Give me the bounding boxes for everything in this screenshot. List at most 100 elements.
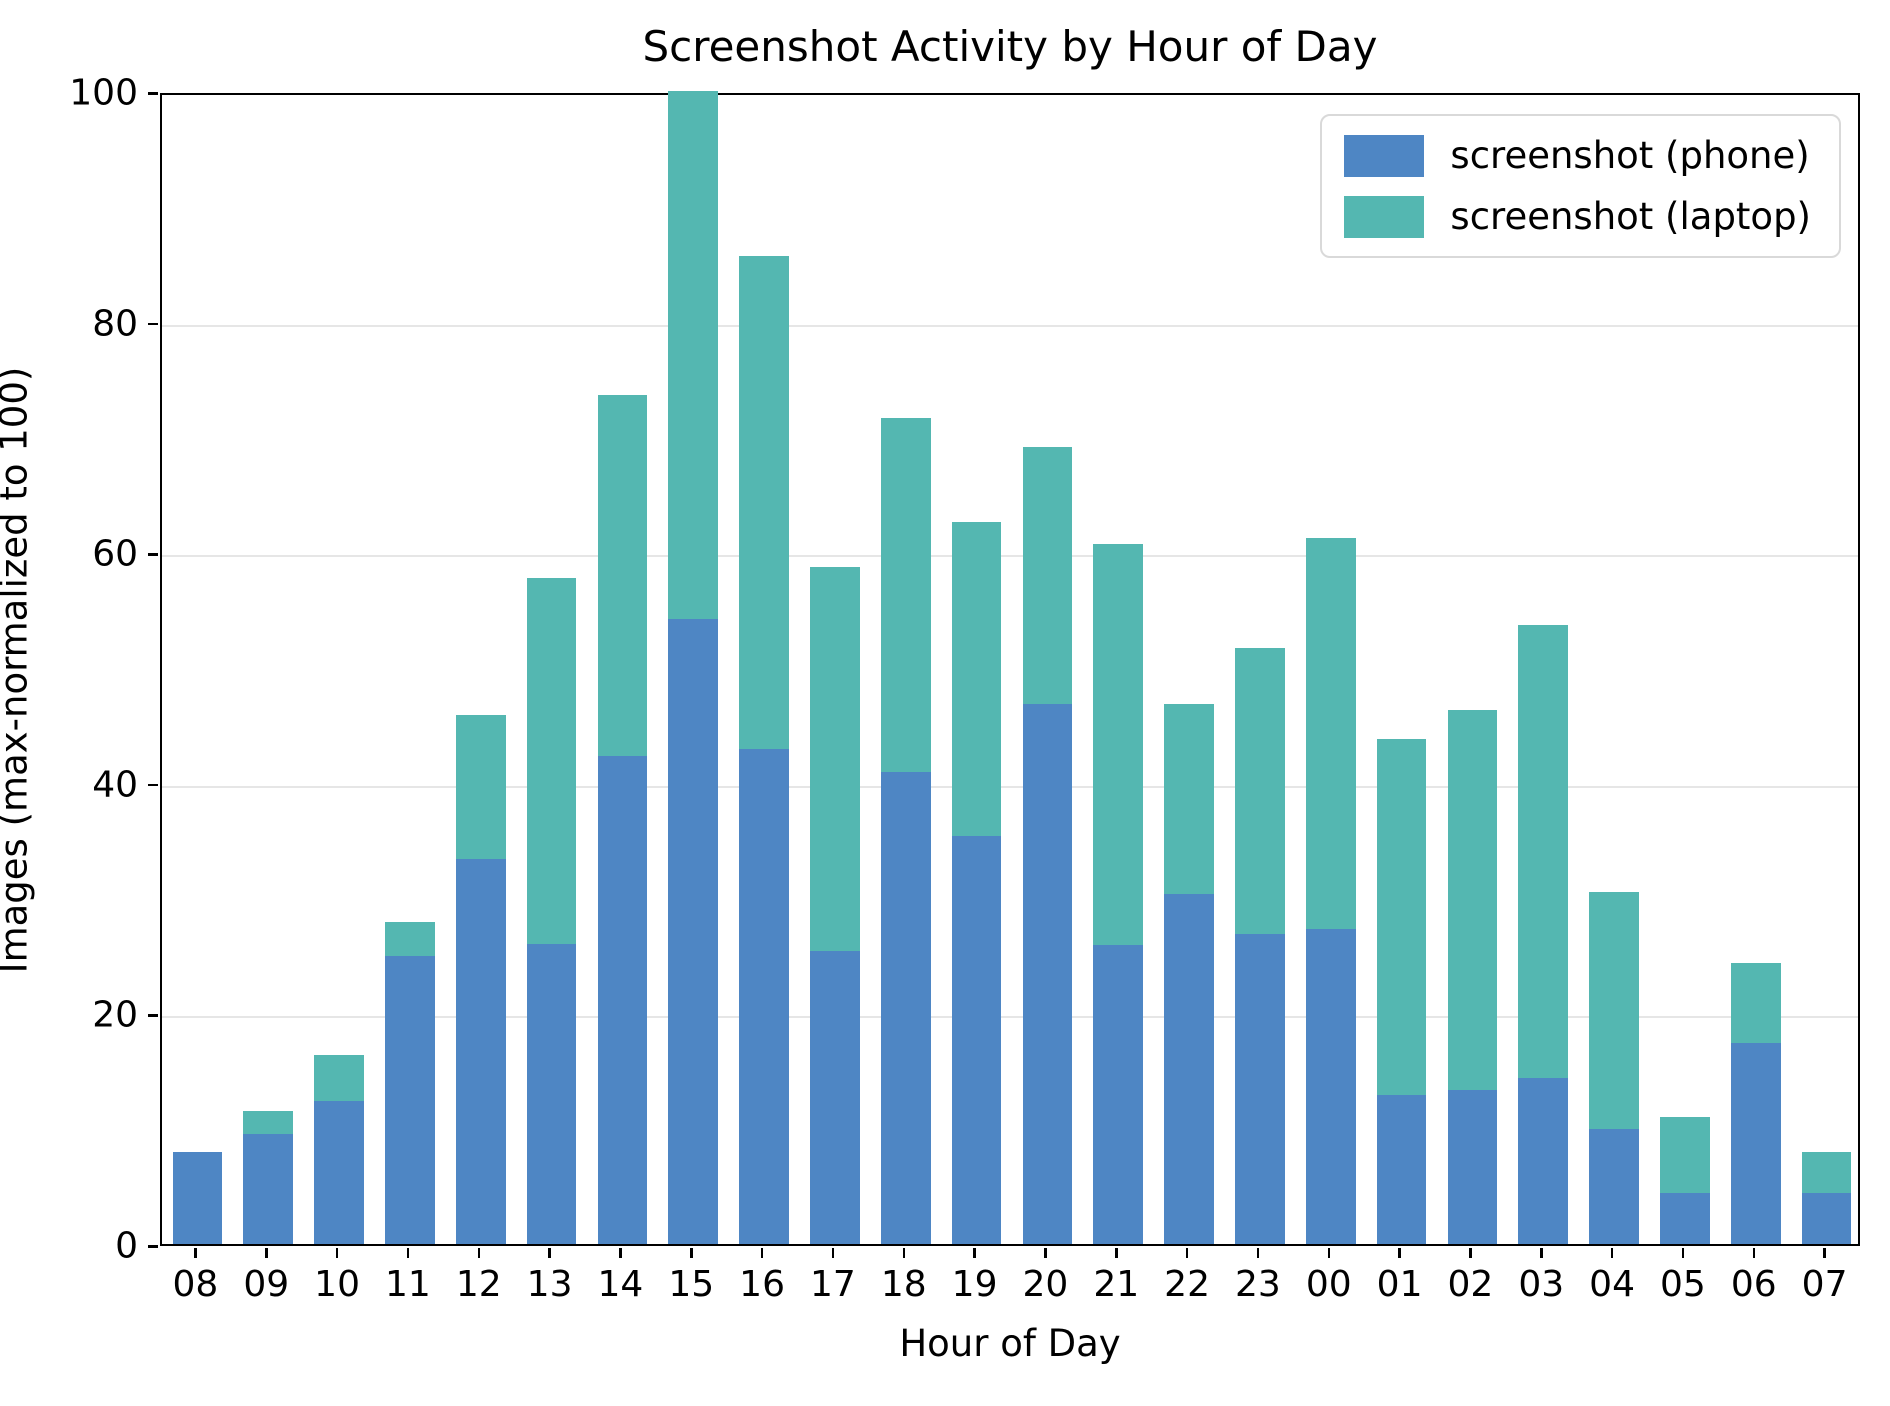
bar-16-segment-laptop	[739, 255, 789, 750]
ytick-label-20: 20	[92, 994, 138, 1036]
xtick-label-19: 19	[951, 1264, 998, 1305]
bar-03-segment-laptop	[1518, 624, 1569, 1078]
bar-17	[810, 91, 860, 1244]
xtick-label-14: 14	[597, 1264, 644, 1305]
xtick-label-11: 11	[385, 1264, 431, 1305]
bar-13-segment-laptop	[526, 577, 577, 945]
bar-07-segment-phone	[1801, 1193, 1852, 1244]
bar-06	[1730, 91, 1781, 1244]
bar-23	[1235, 91, 1285, 1244]
bar-16-segment-phone	[739, 749, 789, 1244]
xtick-mark-13	[548, 1248, 551, 1258]
xtick-label-04: 04	[1589, 1264, 1635, 1305]
bar-19-segment-phone	[951, 835, 1002, 1244]
bar-07	[1801, 91, 1852, 1244]
bar-08-segment-phone	[172, 1151, 223, 1244]
bar-00	[1305, 91, 1356, 1244]
xtick-mark-16	[760, 1248, 764, 1258]
bar-10-segment-laptop	[314, 1054, 364, 1102]
bar-23-segment-laptop	[1235, 647, 1285, 934]
gridline-y40	[162, 785, 1858, 788]
bar-18-segment-phone	[880, 772, 931, 1244]
xtick-mark-05	[1681, 1248, 1685, 1258]
bar-13-segment-phone	[526, 944, 577, 1244]
bar-06-segment-laptop	[1730, 962, 1781, 1044]
xtick-mark-00	[1327, 1248, 1330, 1258]
legend-row-phone: screenshot (phone)	[1344, 134, 1811, 177]
ytick-mark-80	[148, 322, 158, 326]
bar-20-segment-laptop	[1022, 447, 1073, 705]
xtick-label-22: 22	[1164, 1264, 1210, 1305]
xtick-mark-08	[194, 1248, 197, 1258]
bar-00-segment-laptop	[1305, 538, 1356, 930]
ytick-mark-20	[148, 1014, 158, 1017]
xtick-label-15: 15	[668, 1264, 715, 1305]
xtick-label-09: 09	[243, 1264, 290, 1305]
bar-11-segment-phone	[385, 955, 435, 1244]
xtick-label-16: 16	[739, 1264, 785, 1305]
bar-14	[597, 91, 648, 1244]
plot-area: screenshot (phone) screenshot (laptop)	[160, 91, 1860, 1246]
bar-13	[526, 91, 577, 1244]
gridline-y20	[162, 1016, 1858, 1019]
gridline-y60	[162, 555, 1858, 558]
xtick-label-05: 05	[1660, 1264, 1706, 1305]
bar-03	[1518, 91, 1569, 1244]
bar-23-segment-phone	[1235, 933, 1285, 1244]
ytick-label-0: 0	[115, 1225, 138, 1267]
xtick-label-20: 20	[1022, 1264, 1069, 1305]
bar-18-segment-laptop	[880, 418, 931, 773]
bar-17-segment-laptop	[810, 567, 860, 952]
bar-21-segment-laptop	[1093, 544, 1144, 946]
bar-09-segment-laptop	[243, 1111, 294, 1135]
bar-16	[739, 91, 789, 1244]
xtick-label-00: 00	[1305, 1264, 1352, 1305]
bar-03-segment-phone	[1518, 1077, 1569, 1244]
bar-05-segment-phone	[1660, 1193, 1710, 1244]
xtick-label-06: 06	[1730, 1264, 1777, 1305]
bar-08	[172, 91, 223, 1244]
ytick-label-80: 80	[92, 303, 138, 345]
bar-14-segment-phone	[597, 756, 648, 1244]
legend: screenshot (phone) screenshot (laptop)	[1320, 114, 1841, 258]
bar-04	[1589, 91, 1639, 1244]
ytick-label-40: 40	[92, 764, 138, 806]
bar-02-segment-laptop	[1447, 710, 1498, 1090]
bar-15-segment-laptop	[668, 91, 719, 620]
legend-label-laptop: screenshot (laptop)	[1450, 195, 1811, 238]
bar-05-segment-laptop	[1660, 1117, 1710, 1194]
xtick-mark-06	[1752, 1248, 1755, 1258]
ytick-mark-0	[148, 1245, 158, 1248]
bar-01-segment-phone	[1376, 1095, 1427, 1244]
xtick-label-07: 07	[1801, 1264, 1848, 1305]
xtick-label-12: 12	[455, 1264, 502, 1305]
bar-20	[1022, 91, 1073, 1244]
bar-10	[314, 91, 364, 1244]
xtick-label-21: 21	[1093, 1264, 1140, 1305]
bar-04-segment-phone	[1589, 1128, 1639, 1244]
bar-01	[1376, 91, 1427, 1244]
xtick-mark-01	[1398, 1248, 1401, 1258]
y-axis-label: Images (max-normalized to 100)	[0, 366, 36, 974]
legend-label-phone: screenshot (phone)	[1450, 134, 1810, 177]
xtick-label-01: 01	[1376, 1264, 1423, 1305]
bar-19-segment-laptop	[951, 522, 1002, 836]
legend-swatch-phone	[1344, 134, 1425, 177]
xtick-mark-19	[973, 1248, 976, 1258]
xtick-label-02: 02	[1447, 1264, 1494, 1305]
bar-20-segment-phone	[1022, 704, 1073, 1244]
bar-21	[1093, 91, 1144, 1244]
bar-12-segment-laptop	[455, 714, 506, 859]
bar-06-segment-phone	[1730, 1043, 1781, 1244]
xtick-label-23: 23	[1235, 1264, 1281, 1305]
xtick-label-17: 17	[810, 1264, 856, 1305]
bar-09-segment-phone	[243, 1134, 294, 1244]
bar-11	[385, 91, 435, 1244]
xtick-mark-21	[1115, 1248, 1118, 1258]
legend-swatch-laptop	[1344, 195, 1425, 238]
ytick-mark-40	[148, 783, 158, 787]
bar-02	[1447, 91, 1498, 1244]
x-axis-label: Hour of Day	[899, 1322, 1121, 1365]
xtick-mark-18	[902, 1248, 905, 1258]
